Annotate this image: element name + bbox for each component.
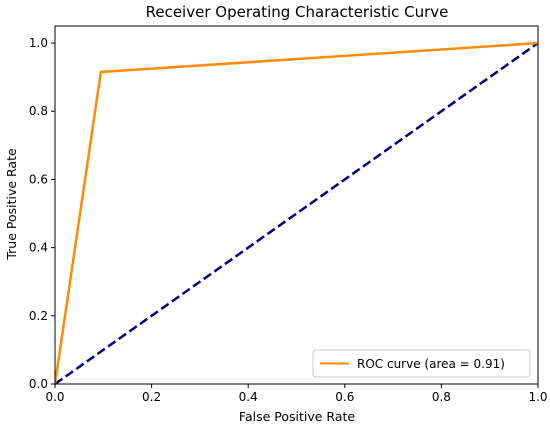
y-tick-label: 1.0: [29, 36, 48, 50]
x-tick-label: 1.0: [528, 390, 547, 404]
x-tick-label: 0.8: [432, 390, 451, 404]
x-tick-label: 0.4: [239, 390, 258, 404]
y-axis-label: True Positive Rate: [4, 148, 19, 261]
y-tick-label: 0.6: [29, 172, 48, 186]
series-layer: [55, 41, 539, 386]
y-axis: 0.0 0.2 0.4 0.6 0.8 1.0: [29, 36, 55, 391]
legend: ROC curve (area = 0.91): [312, 349, 531, 378]
x-tick-label: 0.2: [142, 390, 161, 404]
plot-frame: [54, 25, 539, 385]
roc-curve-line: [55, 41, 539, 385]
legend-box: [312, 349, 531, 378]
x-axis-label: False Positive Rate: [239, 409, 355, 424]
y-tick-label: 0.8: [29, 104, 48, 118]
x-tick-label: 0.6: [335, 390, 354, 404]
chance-line: [55, 42, 539, 386]
chart-title: Receiver Operating Characteristic Curve: [146, 3, 449, 21]
y-tick-label: 0.2: [29, 309, 48, 323]
x-tick-label: 0.0: [45, 390, 64, 404]
legend-label-roc-curve: ROC curve (area = 0.91): [357, 357, 505, 371]
y-tick-label: 0.0: [29, 377, 48, 391]
y-tick-label: 0.4: [29, 241, 48, 255]
x-axis: 0.0 0.2 0.4 0.6 0.8 1.0: [45, 384, 548, 404]
